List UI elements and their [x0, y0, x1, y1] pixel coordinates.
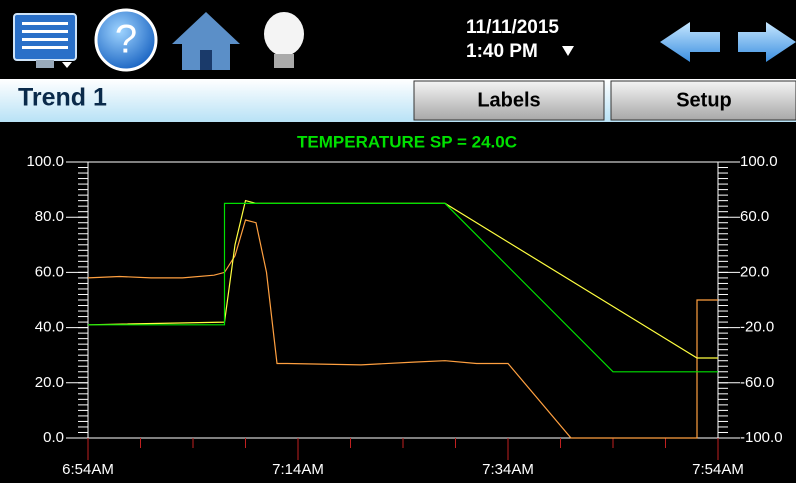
time[interactable]: 1:40 PM [466, 41, 538, 62]
y-tick-label: 80.0 [35, 208, 64, 225]
y2-tick-label: -20.0 [740, 319, 774, 336]
setup-button-text[interactable]: Setup [676, 89, 732, 111]
home-icon[interactable] [172, 12, 240, 70]
help-icon[interactable]: ? [94, 8, 158, 72]
y-tick-label: 40.0 [35, 319, 64, 336]
y-tick-label: 20.0 [35, 374, 64, 391]
y2-tick-label: 100.0 [740, 153, 778, 170]
setup-button[interactable] [610, 80, 796, 121]
trend-line [87, 219, 718, 439]
x-tick-label: 7:34AM [482, 461, 534, 478]
forward-arrow[interactable] [738, 22, 796, 62]
menu-icon[interactable] [13, 13, 77, 68]
minor-ticks [78, 161, 728, 448]
y2-tick-label: -100.0 [740, 429, 783, 446]
x-tick-label: 6:54AM [62, 461, 114, 478]
time-dropdown[interactable] [562, 46, 574, 56]
y-tick-label: 100.0 [26, 153, 64, 170]
labels-button-text[interactable]: Labels [477, 89, 540, 111]
trend-line [87, 199, 718, 359]
back-arrow[interactable] [660, 22, 720, 62]
x-tick-label: 7:54AM [692, 461, 744, 478]
svg-text:?: ? [115, 18, 137, 62]
date: 11/11/2015 [466, 17, 559, 38]
x-tick-label: 7:14AM [272, 461, 324, 478]
labels-button[interactable] [413, 80, 605, 121]
screen-title: Trend 1 [18, 84, 107, 112]
bulb-icon[interactable] [264, 12, 304, 68]
y2-tick-label: -60.0 [740, 374, 774, 391]
y2-tick-label: 60.0 [740, 208, 769, 225]
y2-tick-label: 20.0 [740, 263, 769, 280]
y-tick-label: 60.0 [35, 263, 64, 280]
y-tick-label: 0.0 [43, 429, 64, 446]
trend-line [88, 202, 718, 373]
chart-title: TEMPERATURE SP = 24.0C [297, 132, 517, 151]
